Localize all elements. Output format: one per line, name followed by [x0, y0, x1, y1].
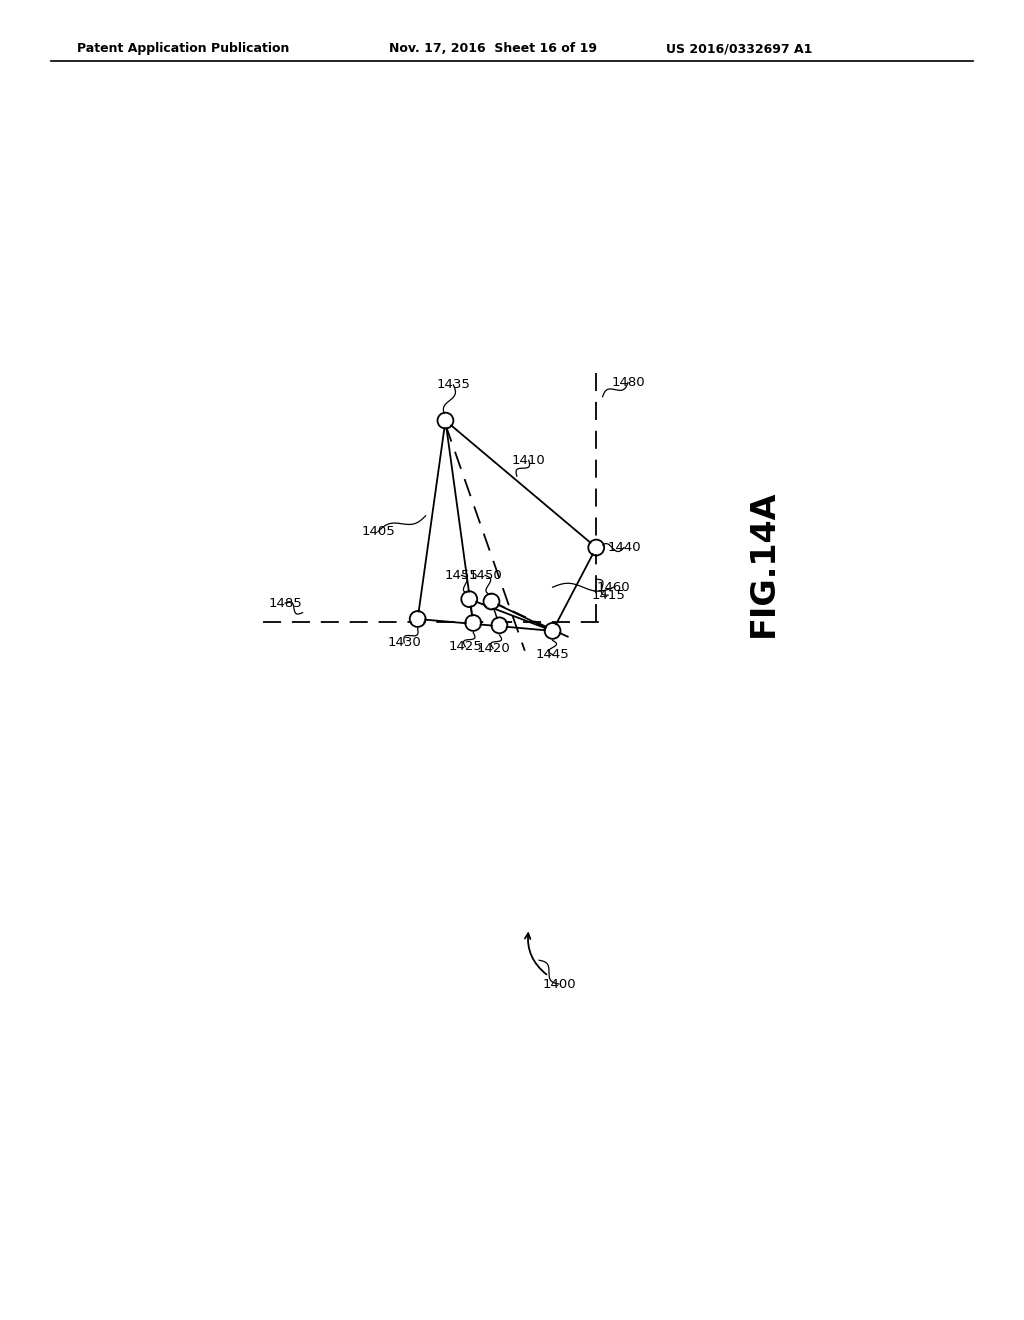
Text: 1445: 1445 — [536, 648, 569, 661]
Circle shape — [412, 612, 424, 624]
Text: Patent Application Publication: Patent Application Publication — [77, 42, 289, 55]
Text: 1440: 1440 — [607, 541, 641, 554]
Text: 1420: 1420 — [476, 642, 510, 655]
Text: 1400: 1400 — [542, 978, 575, 990]
Circle shape — [439, 414, 452, 426]
Text: 1430: 1430 — [387, 636, 421, 649]
Text: FIG.14A: FIG.14A — [746, 490, 779, 638]
Text: 1460: 1460 — [597, 581, 631, 594]
Circle shape — [485, 595, 498, 607]
Circle shape — [494, 619, 506, 631]
Circle shape — [467, 616, 479, 628]
Text: 1425: 1425 — [449, 640, 482, 653]
Circle shape — [590, 541, 602, 553]
Text: 1435: 1435 — [436, 379, 470, 391]
Text: 1480: 1480 — [611, 376, 645, 389]
Text: 1450: 1450 — [468, 569, 502, 582]
Text: US 2016/0332697 A1: US 2016/0332697 A1 — [666, 42, 812, 55]
Circle shape — [547, 624, 558, 636]
Text: 1415: 1415 — [591, 589, 625, 602]
Text: 1455: 1455 — [444, 569, 478, 582]
Text: 1485: 1485 — [268, 597, 302, 610]
Text: 1410: 1410 — [512, 454, 546, 467]
Text: Nov. 17, 2016  Sheet 16 of 19: Nov. 17, 2016 Sheet 16 of 19 — [389, 42, 597, 55]
Circle shape — [463, 593, 475, 605]
Text: 1405: 1405 — [361, 525, 395, 539]
